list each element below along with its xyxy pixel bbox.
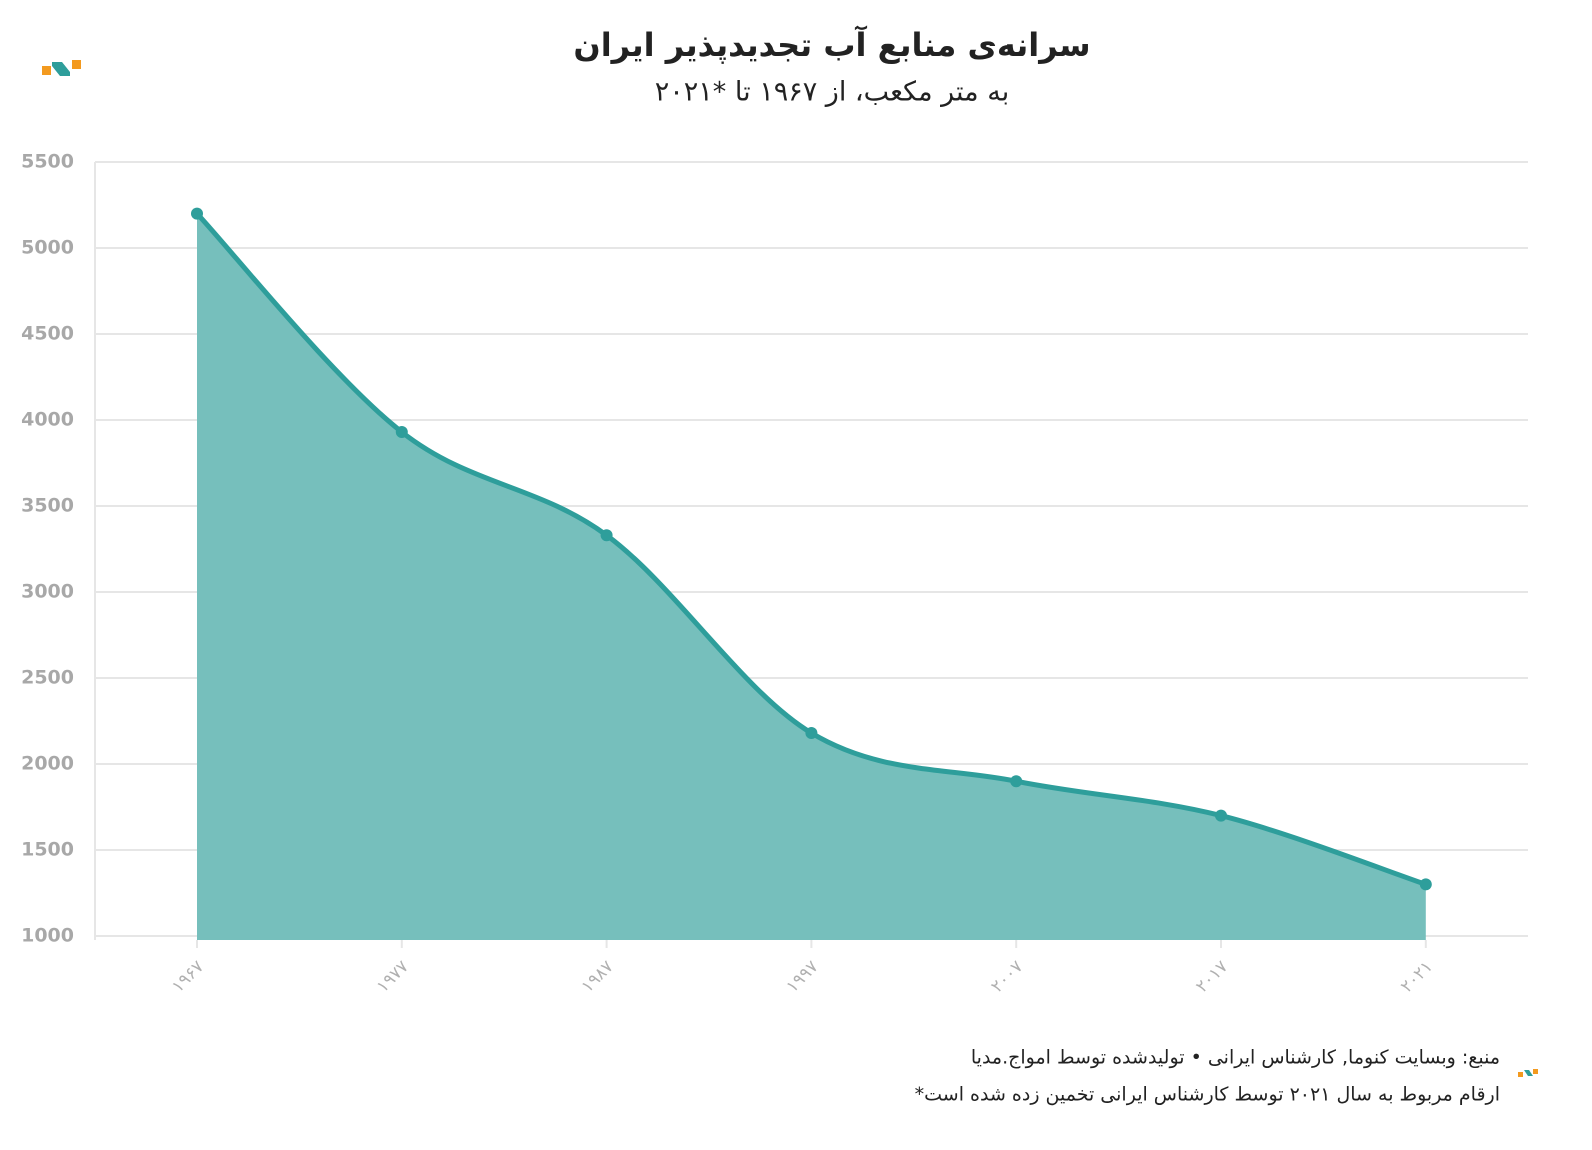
x-tick-group: ۲۰۰۷ xyxy=(987,957,1027,997)
area xyxy=(197,213,1426,941)
x-tick-group: ۲۰۱۷ xyxy=(1192,957,1232,997)
x-tick-group: ۱۹۸۷ xyxy=(578,957,618,997)
note: ارقام مربوط به سال ۲۰۲۱ توسط کارشناس ایر… xyxy=(915,1084,1500,1106)
x-tick-label: ۱۹۷۷ xyxy=(373,957,413,997)
x-tick-label: ۱۹۸۷ xyxy=(578,957,618,997)
x-tick-label: ۱۹۶۷ xyxy=(168,957,208,997)
y-tick-label: 1000 xyxy=(21,925,74,947)
x-tick-label: ۱۹۹۷ xyxy=(782,957,822,997)
x-tick-group: ۱۹۹۷ xyxy=(782,957,822,997)
x-tick-label: ۲۰۱۷ xyxy=(1192,957,1232,997)
source: منبع: وبسایت کنوما, کارشناس ایرانی • تول… xyxy=(971,1047,1500,1069)
chart-title: سرانه‌ی منابع آب تجدیدپذیر ایران xyxy=(573,25,1090,64)
point xyxy=(805,727,818,740)
y-tick-label: 4500 xyxy=(21,323,74,345)
y-tick-label: 2000 xyxy=(21,753,74,775)
logo-small xyxy=(1518,1069,1538,1077)
chart-subtitle: به متر مکعب، از ۱۹۶۷ تا *۲۰۲۱ xyxy=(655,77,1009,108)
y-tick-label: 3000 xyxy=(21,581,74,603)
y-tick-label: 2500 xyxy=(21,667,74,689)
x-tick-label: ۲۰۲۱ xyxy=(1397,957,1437,997)
y-tick-label: 1500 xyxy=(21,839,74,861)
y-tick-label: 3500 xyxy=(21,495,74,517)
point xyxy=(395,426,408,439)
point xyxy=(1010,775,1023,788)
point xyxy=(191,207,203,220)
y-tick-label: 4000 xyxy=(21,409,74,431)
point xyxy=(1215,809,1227,822)
x-tick-group: ۱۹۶۷ xyxy=(168,957,208,997)
x-tick-group: ۲۰۲۱ xyxy=(1397,957,1437,997)
x-tick-label: ۲۰۰۷ xyxy=(987,957,1027,997)
point xyxy=(600,529,613,542)
point xyxy=(1419,878,1432,891)
y-tick-label: 5500 xyxy=(21,151,74,173)
logo xyxy=(42,60,81,76)
y-tick-label: 5000 xyxy=(21,237,74,259)
x-tick-group: ۱۹۷۷ xyxy=(373,957,413,997)
